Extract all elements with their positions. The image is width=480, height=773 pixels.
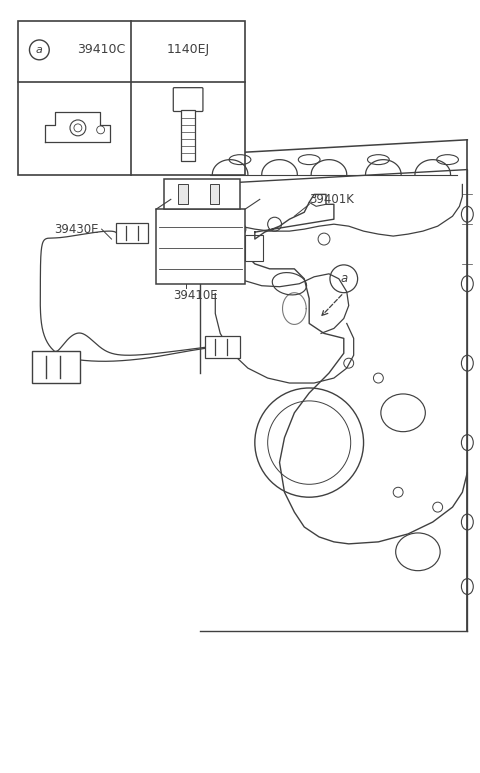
FancyBboxPatch shape (173, 87, 203, 111)
Text: 39410E: 39410E (173, 289, 218, 302)
Bar (205, 336, 240, 358)
Text: 39410C: 39410C (77, 43, 126, 56)
Bar (210, 185, 219, 204)
Bar (33, 351, 80, 383)
Bar (164, 179, 240, 209)
Text: 1140EJ: 1140EJ (167, 43, 210, 56)
Bar (245, 235, 263, 261)
Text: a: a (36, 45, 43, 55)
Bar (156, 209, 245, 284)
Bar (178, 185, 188, 204)
Bar (117, 223, 148, 243)
Text: a: a (340, 272, 348, 285)
Bar (181, 111, 195, 161)
Text: 39430E: 39430E (55, 223, 99, 236)
Bar (18, 21, 245, 175)
Text: 39401K: 39401K (309, 192, 354, 206)
